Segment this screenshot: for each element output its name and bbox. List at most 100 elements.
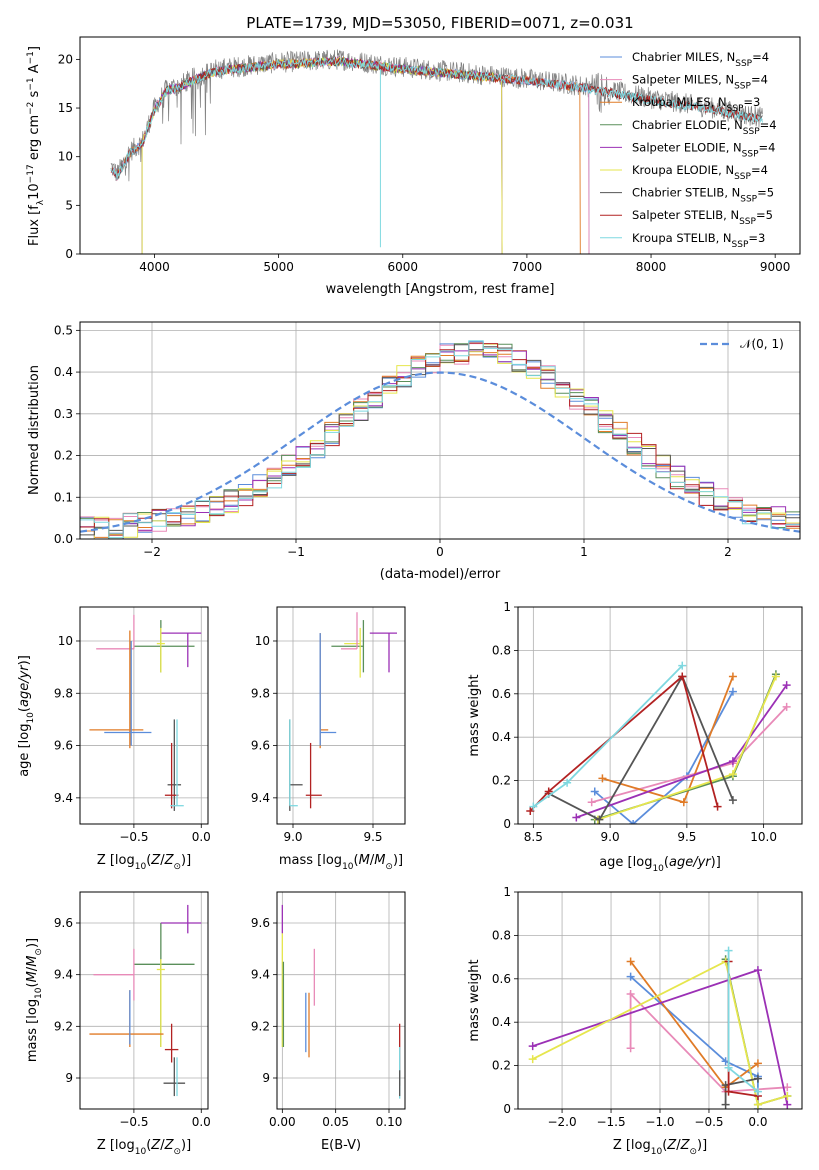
plot-area (110, 49, 763, 254)
x-tick-label: 10.0 (750, 830, 777, 844)
x-axis-label: Z [log10(Z/Z⊙)] (97, 1138, 191, 1157)
x-tick-label: 5000 (263, 260, 294, 274)
y-tick-label: 10 (58, 634, 73, 648)
weight-series-8 (724, 946, 762, 1096)
legend-label: 𝒩(0, 1) (740, 337, 784, 351)
errorbar-point-2 (156, 959, 165, 1047)
histogram-series-8 (80, 340, 800, 539)
normal-curve (80, 371, 800, 533)
y-tick-label: 9.4 (251, 791, 270, 805)
errorbar-point-4 (89, 630, 144, 749)
x-tick-label: −1.0 (645, 1115, 674, 1129)
y-axis-label: age [log10(age/yr)] (17, 655, 36, 777)
errorbar-point-3 (93, 948, 135, 1001)
weight-marker (753, 1059, 762, 1068)
y-tick-label: 0.4 (54, 365, 73, 379)
y-tick-label: 0.8 (492, 643, 511, 657)
y-tick-label: 0.3 (54, 407, 73, 421)
panel-mass_vs_Z: −0.5 0.0 9 9.2 9.4 9.6 Z [log10(Z/Z⊙)] mass [lo… (25, 891, 211, 1157)
errorbar-point-8 (170, 719, 184, 807)
x-tick-label: 0.10 (376, 1115, 403, 1129)
histogram-series-1 (80, 343, 800, 536)
x-tick-label: −1 (287, 545, 305, 559)
weight-marker (782, 681, 791, 690)
x-axis-label: age [log10(age/yr)] (599, 855, 721, 874)
errorbar-point-5 (104, 640, 152, 746)
axes-frame (276, 606, 406, 825)
x-tick-label: −2 (143, 545, 161, 559)
y-axis-label: mass weight (467, 959, 482, 1041)
y-tick-label: 0.2 (54, 449, 73, 463)
y-tick-label: 9.2 (251, 1019, 270, 1033)
weight-line (532, 960, 788, 1106)
panel-residuals: −2 −1 0 1 2 0.0 0.1 0.2 0.3 0.4 0.5 (data-model)/er… (27, 321, 801, 582)
y-axis-label: mass weight (467, 674, 482, 756)
legend: Chabrier MILES, NSSP=4 Salpeter MILES, NS… (600, 50, 777, 250)
y-tick-label: 0.6 (492, 687, 511, 701)
weight-marker (728, 770, 737, 779)
legend-label: Chabrier MILES, NSSP=4 (632, 50, 769, 69)
y-tick-label: 0.4 (492, 1015, 511, 1029)
y-tick-label: 9.6 (251, 739, 270, 753)
plot-area (89, 904, 202, 1097)
weight-marker (528, 1042, 537, 1051)
weight-marker (728, 757, 737, 766)
x-tick-label: 9.5 (363, 830, 382, 844)
weight-marker (753, 1087, 762, 1096)
x-tick-label: 9.0 (601, 830, 620, 844)
axes-frame (79, 36, 801, 255)
y-tick-label: 9.2 (54, 1019, 73, 1033)
axes-frame (79, 321, 801, 540)
errorbar-point-1 (369, 632, 397, 673)
histogram-series-0 (80, 341, 800, 539)
x-axis-label: Z [log10(Z/Z⊙)] (97, 853, 191, 872)
x-tick-label: 0.0 (192, 830, 211, 844)
y-tick-label: 0.6 (492, 972, 511, 986)
weight-marker (753, 1100, 762, 1109)
y-tick-label: 9.6 (54, 916, 73, 930)
x-tick-label: 8.5 (524, 830, 543, 844)
weight-marker (529, 802, 538, 811)
y-tick-label: 5 (65, 198, 73, 212)
y-tick-label: 0.0 (54, 532, 73, 546)
histogram-series-7 (80, 342, 800, 536)
weight-marker (587, 798, 596, 807)
panel-ebv: 0.00 0.05 0.10 9 9.2 9.4 9.6 E(B-V) (251, 891, 406, 1153)
y-tick-label: 20 (58, 52, 73, 66)
x-axis-label: mass [log10(M/M⊙)] (279, 853, 403, 872)
weight-marker (626, 989, 635, 998)
x-tick-label: 1 (580, 545, 588, 559)
errorbar-point-7 (305, 742, 322, 809)
weight-marker (721, 1100, 730, 1109)
errorbar-point-7 (164, 742, 179, 809)
weight-series-6 (721, 1074, 762, 1109)
weight-series-2 (598, 672, 737, 807)
axes-frame (276, 891, 406, 1110)
weight-series-4 (572, 681, 791, 822)
x-tick-label: 6000 (387, 260, 418, 274)
plot-area (281, 904, 401, 1099)
plot-area (289, 612, 397, 811)
legend-label: Salpeter MILES, NSSP=4 (632, 73, 768, 92)
plot-area (80, 340, 800, 539)
plots-layer: 4000 5000 6000 7000 8000 900005101520waveleng… (17, 36, 803, 1157)
y-tick-label: 0 (65, 247, 73, 261)
plot-area (526, 661, 791, 824)
panel-age_vs_Z: −0.5 0.0 9.4 9.6 9.8 10 Z [log10(Z/Z⊙)] age [lo… (17, 606, 211, 872)
y-tick-label: 0.1 (54, 490, 73, 504)
weight-marker (724, 946, 733, 955)
x-tick-label: −1.5 (596, 1115, 625, 1129)
y-tick-label: 10 (58, 150, 73, 164)
panel-weight_vs_Z: −2.0 −1.5 −1.0 −0.5 0.0 0 0.2 0.4 0.6 0.8 1 mass we… (467, 885, 803, 1157)
legend-label: Kroupa MILES, NSSP=3 (632, 95, 760, 114)
weight-marker (679, 798, 688, 807)
weight-marker (771, 672, 780, 681)
y-tick-label: 9 (65, 1071, 73, 1085)
y-tick-label: 10 (255, 634, 270, 648)
weight-marker (753, 966, 762, 975)
x-axis-label: Z [log10(Z/Z⊙)] (613, 1138, 707, 1157)
legend-label: Chabrier ELODIE, NSSP=4 (632, 118, 777, 137)
panel-weight_vs_age: 8.5 9.0 9.5 10.0 0 0.2 0.4 0.6 0.8 1 mass weight ag… (467, 600, 803, 874)
histogram-series-6 (80, 344, 800, 536)
y-tick-label: 0 (503, 817, 511, 831)
